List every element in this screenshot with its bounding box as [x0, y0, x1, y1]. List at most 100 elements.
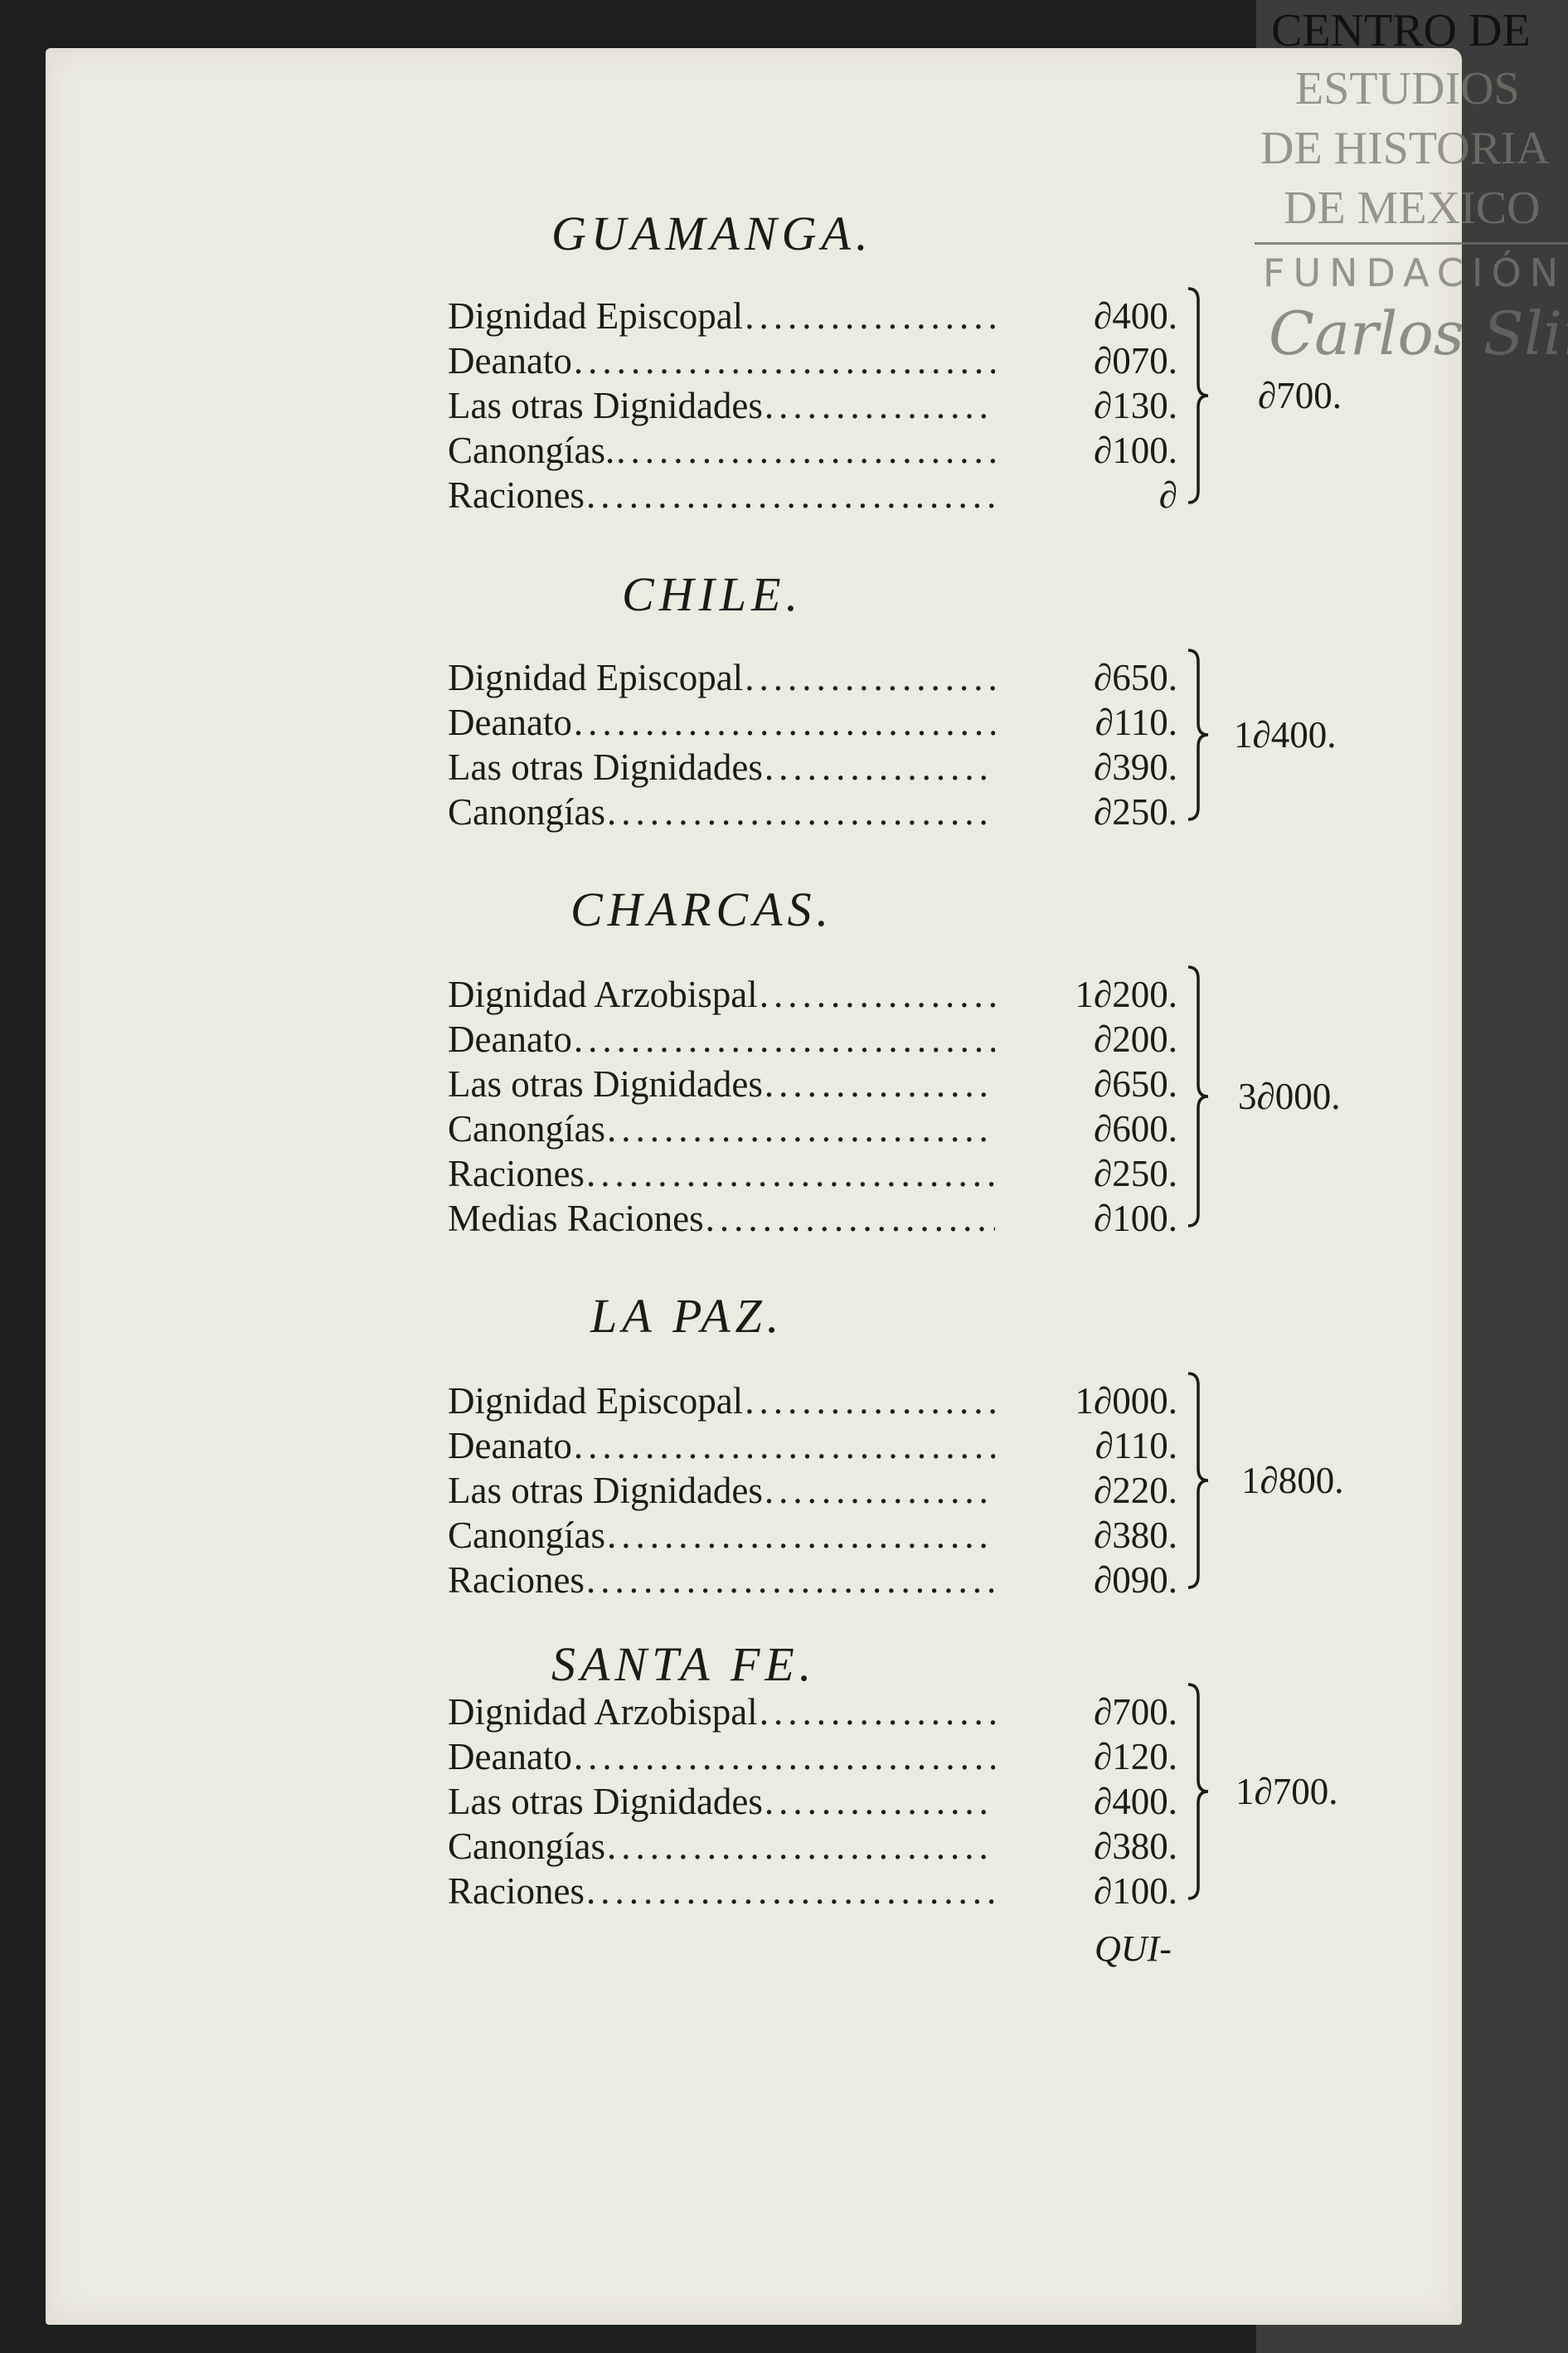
section-total: ∂700.	[1258, 375, 1342, 416]
dot-leader	[616, 428, 995, 473]
watermark-divider	[1255, 242, 1568, 245]
dot-leader	[607, 1824, 995, 1869]
table-row: Dignidad Episcopal 1∂000.	[448, 1378, 1177, 1423]
section-total: 1∂800.	[1241, 1460, 1344, 1501]
dot-leader	[574, 1017, 995, 1062]
row-amount: ∂200.	[1094, 1018, 1177, 1060]
row-label: Deanato	[448, 1018, 572, 1060]
curly-brace-icon	[1187, 649, 1209, 821]
section-total: 3∂000.	[1238, 1076, 1341, 1117]
dot-leader	[574, 1734, 995, 1779]
section-heading: SANTA FE.	[551, 1637, 817, 1691]
table-row: Raciones ∂090.	[448, 1558, 1177, 1602]
table-row: Deanato ∂200.	[448, 1017, 1177, 1062]
row-amount: ∂	[1158, 474, 1177, 516]
dot-leader	[607, 790, 995, 834]
table-row: Canongías ∂600.	[448, 1106, 1177, 1151]
dot-leader	[586, 1558, 995, 1602]
dot-leader	[607, 1513, 995, 1558]
row-amount: ∂650.	[1094, 657, 1177, 698]
table-row: Las otras Dignidades ∂400.	[448, 1779, 1177, 1824]
row-amount: ∂400.	[1094, 295, 1177, 337]
section-heading: CHILE.	[622, 567, 803, 621]
row-label: Dignidad Episcopal	[448, 295, 744, 337]
watermark-signature: Carlos Slim	[1269, 299, 1568, 368]
row-label: Medias Raciones	[448, 1198, 704, 1239]
watermark-line: DE MEXICO	[1284, 182, 1541, 234]
dot-leader	[607, 1106, 995, 1151]
table-row: Canongías ∂380.	[448, 1513, 1177, 1558]
row-amount: ∂650.	[1094, 1063, 1177, 1105]
row-label: Dignidad Arzobispal	[448, 1691, 758, 1733]
watermark-line: FUNDACIÓN	[1263, 250, 1567, 295]
table-row: Canongías ∂380.	[448, 1824, 1177, 1869]
table-row: Dignidad Episcopal ∂650.	[448, 655, 1177, 700]
row-label: Deanato	[448, 702, 572, 743]
row-label: Raciones	[448, 1559, 585, 1601]
dot-leader	[574, 700, 995, 745]
row-label: Canongías.	[448, 430, 615, 471]
row-amount: ∂100.	[1094, 430, 1177, 471]
row-label: Deanato	[448, 1736, 572, 1777]
row-label: Canongías	[448, 1108, 605, 1150]
table-row: Canongías ∂250.	[448, 790, 1177, 834]
row-label: Raciones	[448, 474, 585, 516]
row-amount: ∂070.	[1094, 340, 1177, 382]
table-row: Deanato ∂120.	[448, 1734, 1177, 1779]
row-amount: ∂100.	[1094, 1198, 1177, 1239]
table-row: Las otras Dignidades ∂130.	[448, 383, 1177, 428]
row-label: Raciones	[448, 1153, 585, 1194]
section-heading: GUAMANGA.	[551, 207, 873, 260]
watermark-line: CENTRO DE	[1271, 5, 1531, 56]
section-heading: LA PAZ.	[590, 1289, 784, 1343]
catchword: QUI-	[1095, 1928, 1172, 1969]
curly-brace-icon	[1187, 1372, 1209, 1589]
row-amount: ∂110.	[1095, 1425, 1177, 1466]
row-amount: ∂250.	[1094, 791, 1177, 833]
watermark-line: ESTUDIOS	[1295, 63, 1520, 114]
row-amount: ∂090.	[1094, 1559, 1177, 1601]
dot-leader	[765, 745, 995, 790]
dot-leader	[760, 1689, 995, 1734]
dot-leader	[586, 473, 995, 518]
table-row: Raciones ∂250.	[448, 1151, 1177, 1196]
table-row: Deanato ∂110.	[448, 700, 1177, 745]
row-label: Canongías	[448, 791, 605, 833]
row-amount: ∂600.	[1094, 1108, 1177, 1150]
row-label: Dignidad Arzobispal	[448, 974, 758, 1015]
table-row: Raciones ∂	[448, 473, 1177, 518]
row-label: Las otras Dignidades	[448, 385, 763, 426]
table-row: Canongías. ∂100.	[448, 428, 1177, 473]
row-label: Las otras Dignidades	[448, 1063, 763, 1105]
row-label: Las otras Dignidades	[448, 1781, 763, 1822]
row-amount: ∂250.	[1094, 1153, 1177, 1194]
dot-leader	[765, 1779, 995, 1824]
curly-brace-icon	[1187, 1683, 1209, 1900]
table-row: Las otras Dignidades ∂390.	[448, 745, 1177, 790]
dot-leader	[706, 1196, 995, 1241]
dot-leader	[586, 1151, 995, 1196]
table-row: Deanato ∂070.	[448, 338, 1177, 383]
dot-leader	[745, 294, 995, 338]
section-total: 1∂400.	[1234, 714, 1337, 756]
row-amount: 1∂200.	[1075, 974, 1178, 1015]
row-amount: ∂130.	[1094, 385, 1177, 426]
dot-leader	[760, 972, 995, 1017]
watermark-line: DE HISTORIA	[1260, 123, 1550, 174]
section-heading: CHARCAS.	[570, 882, 834, 936]
table-row: Raciones ∂100.	[448, 1869, 1177, 1913]
table-row: Medias Raciones ∂100.	[448, 1196, 1177, 1241]
row-label: Dignidad Episcopal	[448, 1380, 744, 1422]
row-amount: ∂380.	[1094, 1826, 1177, 1867]
dot-leader	[745, 655, 995, 700]
row-label: Deanato	[448, 1425, 572, 1466]
row-label: Deanato	[448, 340, 572, 382]
dot-leader	[745, 1378, 995, 1423]
dot-leader	[574, 1423, 995, 1468]
curly-brace-icon	[1187, 965, 1209, 1228]
row-label: Canongías	[448, 1514, 605, 1556]
curly-brace-icon	[1187, 287, 1209, 504]
row-amount: ∂400.	[1094, 1781, 1177, 1822]
table-row: Las otras Dignidades ∂650.	[448, 1062, 1177, 1106]
row-label: Las otras Dignidades	[448, 746, 763, 788]
